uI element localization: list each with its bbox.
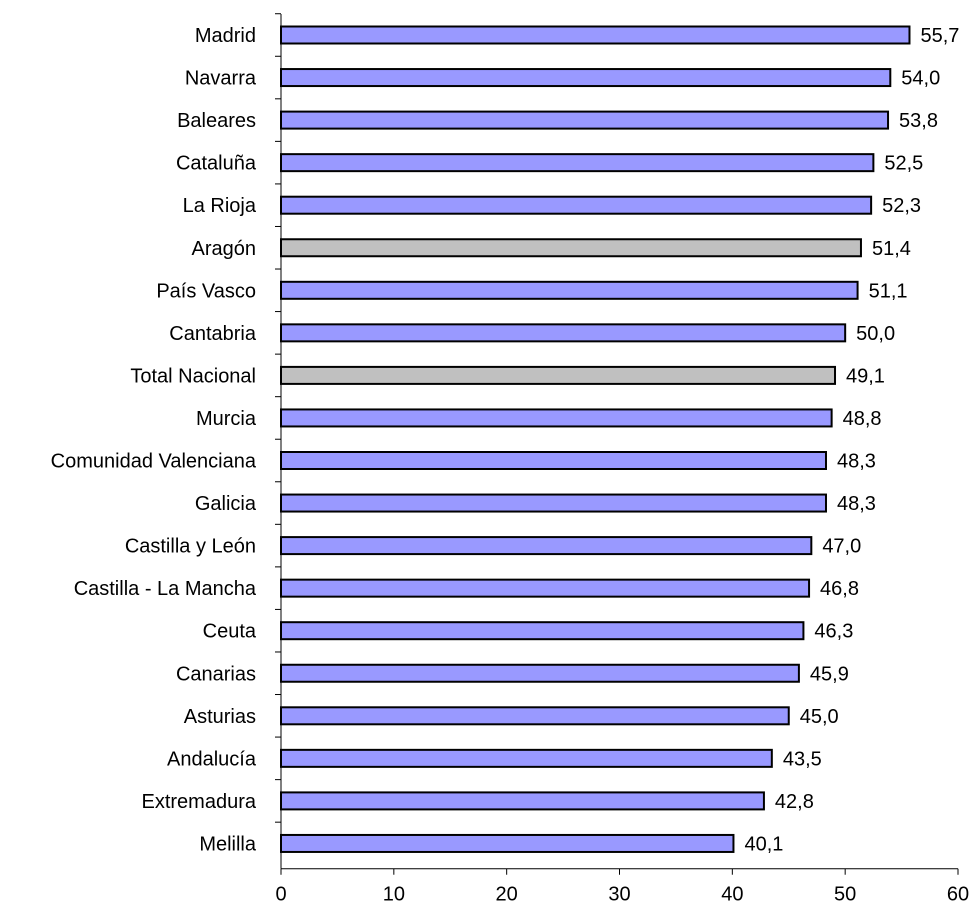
axes-group [275,13,959,875]
bar-total-nacional [280,365,837,385]
x-tick-label: 0 [275,884,286,906]
bar-pais-vasco [280,280,859,300]
value-label-extremadura: 42,8 [775,791,814,813]
category-label-castilla-la-mancha: Castilla - La Mancha [74,578,257,600]
bar-castilla-y-leon [280,536,813,556]
category-label-baleares: Baleares [177,110,256,132]
category-label-total-nacional: Total Nacional [130,365,256,387]
category-label-andalucia: Andalucía [167,748,257,770]
value-label-canarias: 45,9 [810,663,849,685]
value-label-total-nacional: 49,1 [846,365,885,387]
value-label-navarra: 54,0 [901,68,940,90]
category-label-castilla-y-leon: Castilla y León [125,536,256,558]
category-label-aragon: Aragón [192,238,257,260]
category-label-melilla: Melilla [199,833,257,855]
bar-extremadura [280,791,765,811]
x-tick-label: 10 [383,884,405,906]
bar-cataluna [280,153,875,173]
category-label-cantabria: Cantabria [169,323,257,345]
bar-andalucia [280,748,773,768]
x-tick-label: 20 [496,884,518,906]
x-tick-label: 40 [721,884,743,906]
value-label-pais-vasco: 51,1 [869,280,908,302]
bar-ceuta [280,621,805,641]
category-label-navarra: Navarra [185,68,257,90]
value-label-murcia: 48,8 [843,408,882,430]
value-label-baleares: 53,8 [899,110,938,132]
value-label-asturias: 45,0 [800,706,839,728]
bar-canarias [280,663,800,683]
category-label-ceuta: Ceuta [203,621,257,643]
category-label-galicia: Galicia [195,493,257,515]
category-label-la-rioja: La Rioja [183,195,257,217]
bar-comunidad-valenciana [280,451,827,470]
x-tick-label: 30 [608,884,630,906]
x-tick-label: 50 [834,884,856,906]
bar-aragon [280,238,862,258]
category-label-murcia: Murcia [196,408,257,430]
value-label-melilla: 40,1 [744,833,783,855]
value-label-ceuta: 46,3 [814,621,853,643]
bar-navarra [280,68,892,88]
category-label-pais-vasco: País Vasco [156,280,256,302]
bar-baleares [280,110,890,130]
value-label-castilla-y-leon: 47,0 [822,536,861,558]
value-label-madrid: 55,7 [920,25,959,47]
value-label-la-rioja: 52,3 [882,195,921,217]
category-label-cataluna: Cataluña [176,153,257,175]
bar-madrid [280,25,911,45]
category-label-extremadura: Extremadura [142,791,257,813]
value-label-andalucia: 43,5 [783,748,822,770]
bar-la-rioja [280,195,873,215]
x-tick-label: 60 [947,884,969,906]
bar-castilla-la-mancha [280,578,811,598]
value-label-cantabria: 50,0 [856,323,895,345]
bar-asturias [280,706,790,726]
bar-galicia [280,493,827,513]
value-label-castilla-la-mancha: 46,8 [820,578,859,600]
category-label-madrid: Madrid [195,25,256,47]
category-label-comunidad-valenciana: Comunidad Valenciana [51,451,257,473]
value-label-aragon: 51,4 [872,238,911,260]
bar-murcia [280,408,833,428]
labels-group: Madrid 55,7 Navarra 54,0 Baleares 53,8 Cataluñ… [51,25,969,906]
category-label-asturias: Asturias [184,706,256,728]
bar-cantabria [280,323,847,343]
value-label-comunidad-valenciana: 48,3 [837,451,876,473]
category-label-canarias: Canarias [176,663,256,685]
bar-melilla [280,833,735,853]
value-label-galicia: 48,3 [837,493,876,515]
value-label-cataluna: 52,5 [884,153,923,175]
bars-group [280,25,911,853]
